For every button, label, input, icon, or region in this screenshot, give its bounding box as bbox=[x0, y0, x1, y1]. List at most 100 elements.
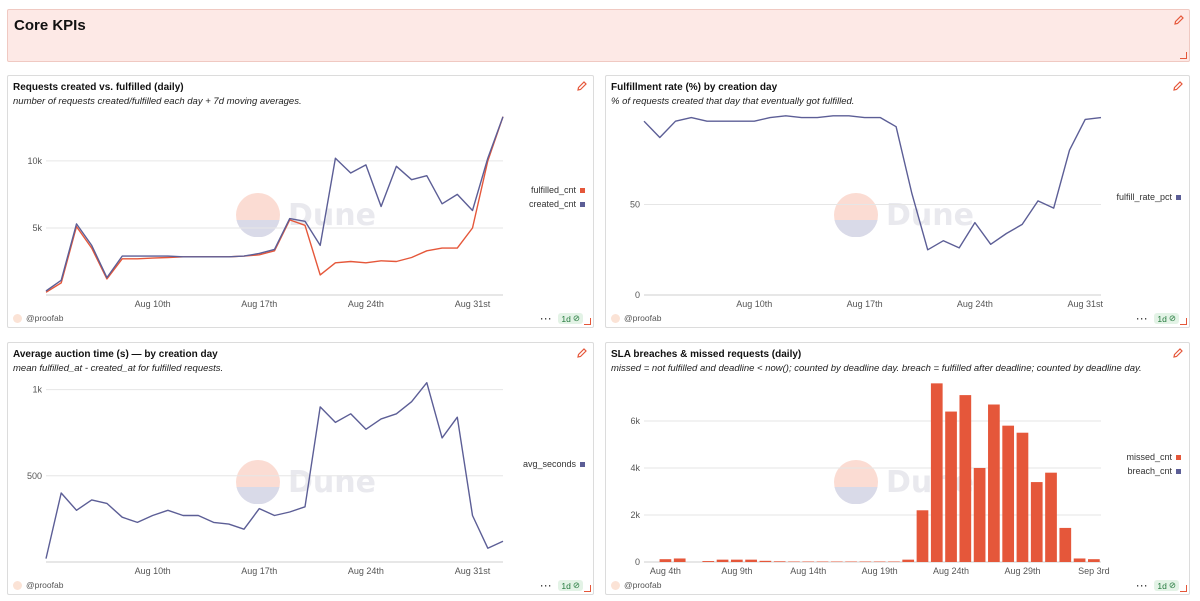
legend-item-missed[interactable]: missed_cnt bbox=[1126, 450, 1181, 464]
legend-item-fulfill-rate[interactable]: fulfill_rate_pct bbox=[1116, 190, 1181, 204]
legend-label: created_cnt bbox=[528, 199, 576, 209]
y-tick-label: 4k bbox=[630, 463, 640, 473]
more-options-button[interactable]: ··· bbox=[1136, 313, 1149, 324]
panel-footer-actions: ··· 1d ⊘ bbox=[1136, 313, 1179, 324]
chart-subtitle: missed = not fulfilled and deadline < no… bbox=[611, 363, 1142, 374]
legend-swatch bbox=[580, 187, 585, 193]
y-tick-label: 10k bbox=[27, 156, 42, 166]
author-name: @proofab bbox=[624, 580, 662, 590]
panel-footer-actions: ··· 1d ⊘ bbox=[540, 313, 583, 324]
edit-pencil-icon[interactable] bbox=[1173, 14, 1185, 26]
check-circle-icon: ⊘ bbox=[1168, 313, 1176, 323]
x-tick-label: Aug 14th bbox=[790, 566, 826, 576]
chart-legend: fulfill_rate_pct bbox=[1116, 190, 1181, 204]
bar-missed_cnt bbox=[730, 559, 743, 562]
more-options-button[interactable]: ··· bbox=[1136, 580, 1149, 591]
chart-subtitle: number of requests created/fulfilled eac… bbox=[13, 96, 302, 107]
check-circle-icon: ⊘ bbox=[572, 313, 580, 323]
x-tick-label: Aug 9th bbox=[721, 566, 752, 576]
legend-swatch bbox=[1176, 468, 1181, 474]
bar-missed_cnt bbox=[1016, 432, 1029, 562]
edit-pencil-icon[interactable] bbox=[1172, 347, 1184, 359]
chart-title: Average auction time (s) — by creation d… bbox=[13, 349, 218, 360]
chart-legend: fulfilled_cnt created_cnt bbox=[529, 183, 585, 211]
x-tick-label: Aug 19th bbox=[862, 566, 898, 576]
chart-panel-fulfillment-rate: Fulfillment rate (%) by creation day % o… bbox=[605, 75, 1190, 328]
legend-label: avg_seconds bbox=[522, 459, 576, 469]
avatar bbox=[611, 580, 620, 590]
bar-missed_cnt bbox=[916, 510, 929, 562]
resize-handle[interactable] bbox=[1180, 52, 1187, 59]
bar-missed_cnt bbox=[702, 561, 715, 562]
refresh-badge[interactable]: 1d ⊘ bbox=[558, 580, 583, 591]
author-link[interactable]: @proofab bbox=[611, 580, 661, 590]
chart-title: SLA breaches & missed requests (daily) bbox=[611, 349, 802, 360]
chart-title: Fulfillment rate (%) by creation day bbox=[611, 82, 778, 93]
chart-plot-sla: 0 2k 4k 6k Aug 4th Aug 9th Aug 14th Aug 19th Aug… bbox=[630, 383, 1110, 576]
edit-pencil-icon[interactable] bbox=[576, 80, 588, 92]
legend-label: fulfilled_cnt bbox=[530, 185, 576, 195]
avatar bbox=[611, 313, 620, 323]
x-tick-label: Aug 17th bbox=[847, 299, 883, 309]
bar-missed_cnt bbox=[930, 383, 943, 562]
refresh-badge[interactable]: 1d ⊘ bbox=[1154, 313, 1179, 324]
x-tick-label: Aug 24th bbox=[348, 566, 384, 576]
edit-pencil-icon[interactable] bbox=[576, 347, 588, 359]
author-link[interactable]: @proofab bbox=[611, 313, 661, 323]
y-tick-label: 1k bbox=[32, 385, 42, 395]
legend-item-breach[interactable]: breach_cnt bbox=[1126, 464, 1181, 478]
x-tick-label: Aug 17th bbox=[241, 566, 277, 576]
y-tick-label: 2k bbox=[630, 510, 640, 520]
x-tick-label: Aug 10th bbox=[135, 299, 171, 309]
bar-missed_cnt bbox=[659, 559, 672, 562]
avatar bbox=[13, 580, 22, 590]
x-tick-label: Aug 24th bbox=[348, 299, 384, 309]
refresh-interval: 1d bbox=[1157, 313, 1167, 324]
y-tick-label: 50 bbox=[630, 200, 640, 210]
y-tick-label: 0 bbox=[635, 290, 640, 300]
x-tick-label: Aug 10th bbox=[736, 299, 772, 309]
bar-missed_cnt bbox=[759, 560, 772, 562]
legend-item-created[interactable]: created_cnt bbox=[529, 197, 585, 211]
x-tick-label: Aug 24th bbox=[957, 299, 993, 309]
more-options-button[interactable]: ··· bbox=[540, 313, 553, 324]
author-name: @proofab bbox=[624, 313, 662, 323]
x-tick-label: Aug 31st bbox=[455, 299, 491, 309]
x-tick-label: Aug 24th bbox=[933, 566, 969, 576]
legend-label: breach_cnt bbox=[1127, 466, 1172, 476]
bar-missed_cnt bbox=[1045, 472, 1057, 562]
legend-label: fulfill_rate_pct bbox=[1116, 192, 1172, 202]
x-tick-label: Aug 31st bbox=[1067, 299, 1103, 309]
legend-item-avg-seconds[interactable]: avg_seconds bbox=[523, 457, 585, 471]
edit-pencil-icon[interactable] bbox=[1172, 80, 1184, 92]
avatar bbox=[13, 313, 22, 323]
dashboard-title: Core KPIs bbox=[14, 17, 86, 34]
series-line-fulfilled_cnt bbox=[45, 116, 504, 293]
bar-missed_cnt bbox=[902, 559, 915, 562]
resize-handle[interactable] bbox=[584, 318, 591, 325]
legend-label: missed_cnt bbox=[1126, 452, 1172, 462]
series-line-avg_seconds bbox=[45, 382, 504, 559]
dashboard-header: Core KPIs bbox=[7, 9, 1190, 62]
author-link[interactable]: @proofab bbox=[13, 580, 63, 590]
y-tick-label: 5k bbox=[32, 223, 42, 233]
chart-subtitle: mean fulfilled_at - created_at for fulfi… bbox=[13, 363, 224, 374]
more-options-button[interactable]: ··· bbox=[540, 580, 553, 591]
resize-handle[interactable] bbox=[584, 585, 591, 592]
bar-missed_cnt bbox=[1002, 425, 1015, 562]
x-tick-label: Sep 3rd bbox=[1078, 566, 1110, 576]
chart-panel-sla: SLA breaches & missed requests (daily) m… bbox=[605, 342, 1190, 595]
bar-missed_cnt bbox=[959, 395, 972, 562]
author-name: @proofab bbox=[26, 313, 64, 323]
check-circle-icon: ⊘ bbox=[1168, 580, 1176, 590]
refresh-badge[interactable]: 1d ⊘ bbox=[1154, 580, 1179, 591]
chart-plot-requests: 5k 10k Aug 10th Aug 17th Aug 24th Aug 31st bbox=[27, 116, 504, 309]
author-link[interactable]: @proofab bbox=[13, 313, 63, 323]
legend-item-fulfilled[interactable]: fulfilled_cnt bbox=[529, 183, 585, 197]
legend-swatch bbox=[580, 201, 585, 207]
refresh-badge[interactable]: 1d ⊘ bbox=[558, 313, 583, 324]
resize-handle[interactable] bbox=[1180, 318, 1187, 325]
refresh-interval: 1d bbox=[1157, 580, 1167, 591]
chart-panel-requests: Requests created vs. fulfilled (daily) n… bbox=[7, 75, 594, 328]
resize-handle[interactable] bbox=[1180, 585, 1187, 592]
